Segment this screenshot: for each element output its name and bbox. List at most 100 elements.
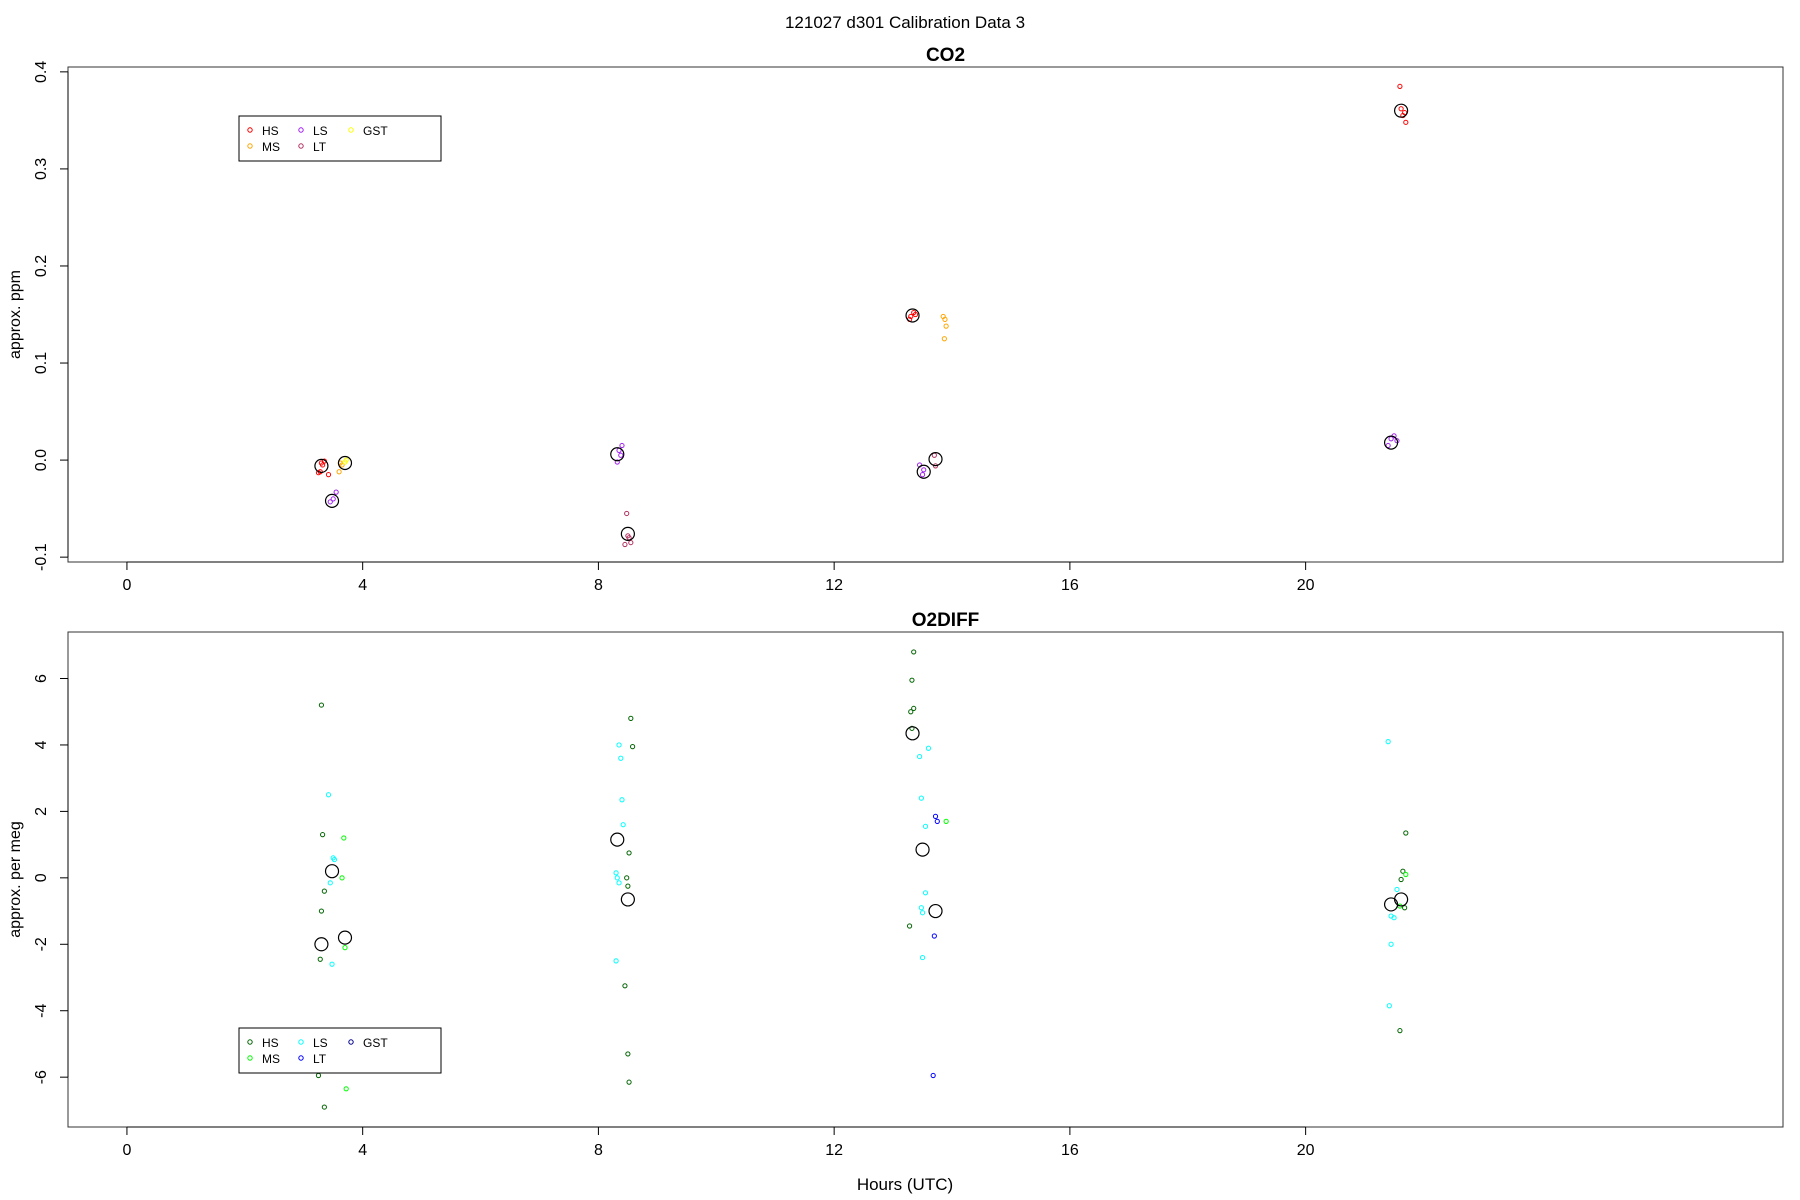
o2diff-data-point xyxy=(624,875,630,881)
o2diff-y-tick-label: 4 xyxy=(33,740,50,749)
o2diff-legend-marker xyxy=(247,1055,253,1061)
co2-mean-point xyxy=(337,455,353,471)
co2-panel: CO2 approx. ppm 0 4 8 12 16 20 -0.1 0.0 0.1 0.2 0.3 0… xyxy=(7,45,1784,594)
o2diff-legend-label: LS xyxy=(313,1036,328,1050)
o2diff-data-point xyxy=(625,883,631,889)
o2diff-panel: O2DIFF approx. per meg 0 4 8 12 16 20 -6 -4 -2 0 2 4 6… xyxy=(7,610,1784,1159)
o2diff-data-point xyxy=(343,1086,349,1092)
o2diff-data-point xyxy=(1385,739,1391,745)
o2diff-data-point xyxy=(943,818,949,824)
o2diff-x-tick-label: 0 xyxy=(122,1142,131,1159)
co2-legend-label: LS xyxy=(313,124,328,138)
o2diff-data-point xyxy=(1394,886,1400,893)
x-axis-label: Hours (UTC) xyxy=(857,1175,953,1194)
o2diff-y-tick-label: -4 xyxy=(33,1004,50,1018)
o2diff-data-point xyxy=(317,956,323,962)
co2-legend-marker xyxy=(247,143,253,149)
page-title: 121027 d301 Calibration Data 3 xyxy=(785,13,1025,32)
o2diff-data-point xyxy=(625,1051,631,1057)
o2diff-data-point xyxy=(1386,1003,1392,1009)
co2-legend-marker xyxy=(298,127,304,133)
o2diff-data-point xyxy=(917,753,923,760)
o2diff-data-point xyxy=(613,870,619,876)
o2diff-data-point xyxy=(922,890,929,896)
co2-mean-point xyxy=(928,452,943,467)
o2diff-data-point xyxy=(629,744,636,750)
co2-x-tick-label: 4 xyxy=(358,577,367,594)
o2diff-y-tick-label: -2 xyxy=(33,937,50,951)
o2diff-data-point xyxy=(1402,905,1408,911)
o2diff-data-point xyxy=(932,813,939,819)
o2diff-legend-label: LT xyxy=(313,1052,327,1066)
co2-data-point xyxy=(343,457,349,463)
o2diff-data-point xyxy=(934,818,940,824)
co2-legend-marker xyxy=(298,143,304,149)
co2-mean-point xyxy=(610,447,625,462)
co2-data-point xyxy=(942,316,948,322)
o2diff-data-point xyxy=(925,745,932,751)
o2diff-legend: HS MS LS LT GST xyxy=(238,1027,442,1074)
co2-y-tick-label: 0.4 xyxy=(33,61,50,83)
o2diff-mean-point xyxy=(314,937,329,952)
co2-legend-box xyxy=(238,115,442,162)
o2diff-data-point xyxy=(327,880,333,886)
co2-x-tick-label: 12 xyxy=(825,577,843,594)
co2-legend: HS MS LS LT GST xyxy=(238,115,442,162)
co2-mean-point xyxy=(324,493,340,508)
o2diff-legend-marker xyxy=(348,1039,354,1045)
o2diff-data-point xyxy=(1403,830,1409,836)
o2diff-data-point xyxy=(620,822,626,828)
co2-data-point xyxy=(1397,83,1403,90)
co2-legend-marker xyxy=(247,127,253,133)
o2diff-data-point xyxy=(919,910,926,916)
o2diff-data-point xyxy=(342,945,348,951)
co2-data-point xyxy=(912,311,919,318)
co2-x-tick-label: 20 xyxy=(1297,577,1315,594)
o2diff-title: O2DIFF xyxy=(912,610,980,631)
o2diff-data-point xyxy=(321,888,327,894)
co2-data-point xyxy=(614,459,620,465)
o2diff-mean-point xyxy=(324,864,340,879)
o2diff-data-point xyxy=(1397,1028,1403,1034)
o2diff-mean-point xyxy=(620,892,635,907)
co2-data-point xyxy=(333,489,339,495)
co2-mean-point xyxy=(620,526,635,541)
co2-data-point xyxy=(941,336,947,342)
co2-y-tick-label: 0.0 xyxy=(33,449,50,471)
co2-legend-label: GST xyxy=(363,124,388,138)
co2-data-point xyxy=(943,323,949,329)
co2-data-point xyxy=(1385,442,1391,449)
o2diff-data-point xyxy=(618,755,624,761)
co2-data-point xyxy=(932,463,939,469)
o2diff-data-point xyxy=(614,875,620,881)
o2diff-data-point xyxy=(626,1079,632,1085)
o2diff-data-point xyxy=(1388,941,1394,947)
co2-legend-label: LT xyxy=(313,140,327,154)
o2diff-mean-point xyxy=(337,930,353,945)
o2diff-data-point xyxy=(906,923,913,929)
o2diff-y-tick-label: -6 xyxy=(33,1070,50,1084)
o2diff-x-tick-label: 12 xyxy=(825,1142,843,1159)
o2diff-mean-point xyxy=(915,842,930,857)
co2-x-tick-label: 8 xyxy=(594,577,603,594)
o2diff-mean-point xyxy=(905,726,920,741)
o2diff-x-tick-label: 8 xyxy=(594,1142,603,1159)
o2diff-data-point xyxy=(919,954,926,961)
co2-data-point xyxy=(327,499,333,505)
o2diff-legend-box xyxy=(238,1027,442,1074)
o2diff-mean-point xyxy=(928,903,943,919)
co2-data-point xyxy=(336,469,342,475)
o2diff-x-tick-label: 20 xyxy=(1297,1142,1315,1159)
co2-legend-label: MS xyxy=(262,140,280,154)
o2diff-data-point xyxy=(911,705,917,712)
co2-data-point xyxy=(908,313,914,320)
o2diff-data-point xyxy=(918,795,924,801)
co2-mean-point xyxy=(314,458,329,474)
co2-legend-marker xyxy=(348,127,354,133)
co2-data-point xyxy=(1398,106,1404,112)
co2-data-point xyxy=(624,510,630,517)
co2-x-tick-label: 0 xyxy=(122,577,131,594)
o2diff-data-point xyxy=(318,702,325,708)
co2-data-point xyxy=(618,452,624,458)
o2diff-data-point xyxy=(628,715,634,721)
